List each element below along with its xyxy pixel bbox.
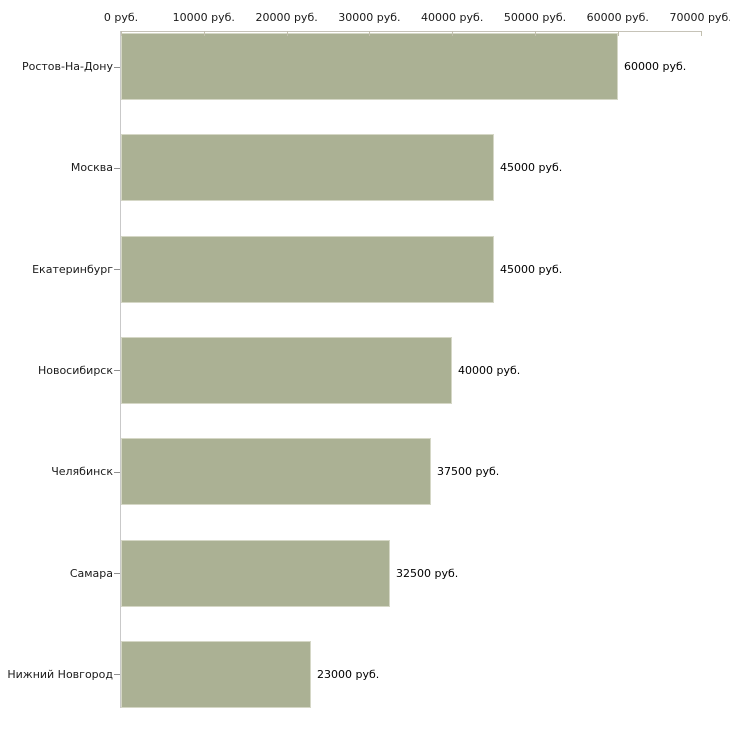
x-axis-tick-label: 40000 руб. — [421, 11, 484, 24]
bar-7 — [121, 641, 311, 708]
value-label: 45000 руб. — [500, 161, 563, 174]
category-label: Нижний Новгород — [7, 668, 113, 681]
x-axis-tick-mark — [204, 31, 205, 36]
bar-4 — [121, 337, 452, 404]
y-axis-tick-mark — [114, 269, 120, 270]
value-label: 40000 руб. — [458, 364, 521, 377]
y-axis-tick-mark — [114, 67, 120, 68]
x-axis-tick-mark — [701, 31, 702, 36]
bar-3 — [121, 236, 494, 303]
x-axis-tick-mark — [369, 31, 370, 36]
x-axis-tick-mark — [618, 31, 619, 36]
x-axis-tick-label: 60000 руб. — [586, 11, 649, 24]
value-label: 32500 руб. — [396, 567, 459, 580]
category-label: Москва — [70, 161, 113, 174]
x-axis-tick-label: 30000 руб. — [338, 11, 401, 24]
y-axis-line — [120, 31, 121, 708]
category-label: Екатеринбург — [32, 263, 113, 276]
category-label: Новосибирск — [37, 364, 113, 377]
value-label: 60000 руб. — [624, 60, 687, 73]
y-axis-tick-mark — [114, 168, 120, 169]
value-label: 23000 руб. — [317, 668, 380, 681]
x-axis-tick-mark — [535, 31, 536, 36]
bar-6 — [121, 540, 390, 607]
value-label: 37500 руб. — [437, 465, 500, 478]
category-label: Самара — [69, 567, 113, 580]
y-axis-tick-mark — [114, 674, 120, 675]
y-axis-tick-mark — [114, 472, 120, 473]
y-axis-tick-mark — [114, 573, 120, 574]
x-axis-tick-label: 0 руб. — [103, 11, 139, 24]
y-axis-tick-mark — [114, 370, 120, 371]
category-label: Ростов-На-Дону — [21, 60, 113, 73]
x-axis-tick-label: 20000 руб. — [255, 11, 318, 24]
x-axis-tick-label: 50000 руб. — [503, 11, 567, 24]
bar-5 — [121, 438, 431, 505]
value-label: 45000 руб. — [500, 263, 563, 276]
x-axis-tick-mark — [121, 31, 122, 36]
x-axis-line — [121, 31, 701, 32]
x-axis-tick-mark — [452, 31, 453, 36]
x-axis-tick-mark — [287, 31, 288, 36]
x-axis-tick-label: 10000 руб. — [172, 11, 235, 24]
bar-1 — [121, 33, 618, 100]
bar-2 — [121, 134, 494, 201]
category-label: Челябинск — [51, 465, 113, 478]
x-axis-tick-label: 70000 руб. — [669, 11, 730, 24]
